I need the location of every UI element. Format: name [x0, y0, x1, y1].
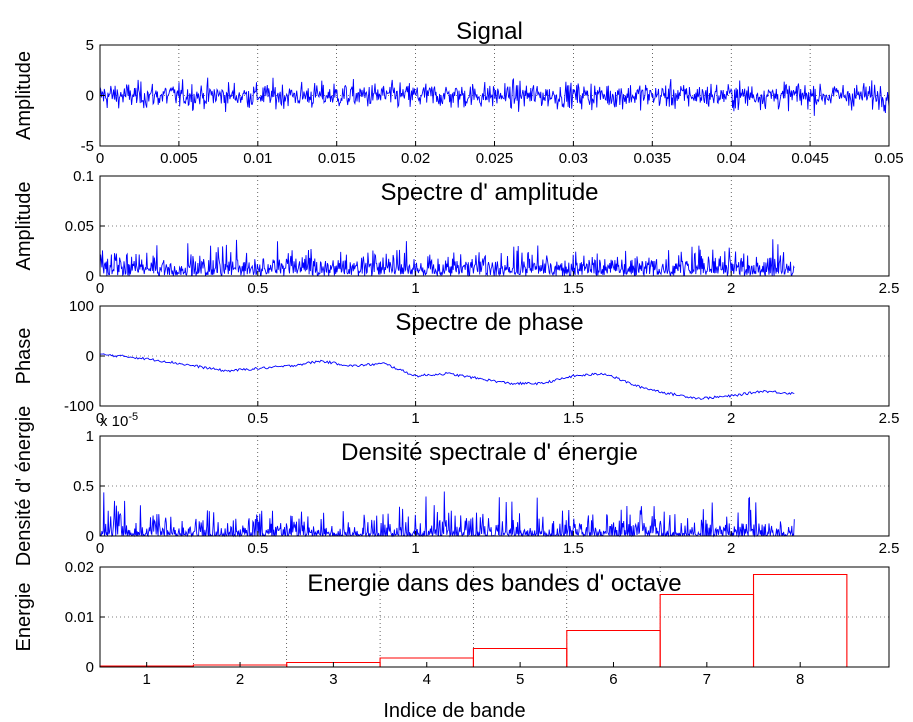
x-tick-label: 0.01 — [243, 150, 272, 167]
x-tick-label: 0.04 — [717, 150, 746, 167]
series-line — [99, 353, 795, 401]
x-tick-label: 1 — [411, 540, 419, 557]
y-tick-label: 0.1 — [73, 168, 94, 185]
chart-title: Energie dans des bandes d' octave — [307, 570, 681, 597]
x-tick-label: 0.045 — [791, 150, 829, 167]
x-tick-label: 0 — [96, 280, 104, 297]
x-tick-label: 4 — [423, 671, 431, 688]
x-tick-label: 0.005 — [160, 150, 198, 167]
x-tick-label: 5 — [516, 671, 524, 688]
x-tick-label: 0.05 — [874, 150, 903, 167]
series-line — [99, 77, 890, 116]
x-tick-label: 0.5 — [247, 410, 268, 427]
x-tick-label: 1.5 — [563, 410, 584, 427]
x-tick-label: 1 — [411, 280, 419, 297]
chart-title: Signal — [456, 18, 523, 45]
scale-note: x 10-5 — [100, 411, 138, 430]
y-tick-label: -5 — [81, 138, 94, 155]
x-tick-label: 0.02 — [401, 150, 430, 167]
y-axis-label: Phase — [13, 328, 35, 385]
x-tick-label: 0.5 — [247, 280, 268, 297]
x-tick-label: 7 — [703, 671, 711, 688]
y-tick-label: 0.5 — [73, 478, 94, 495]
x-tick-label: 3 — [329, 671, 337, 688]
y-tick-label: 0 — [86, 348, 94, 365]
y-tick-label: 0.05 — [65, 218, 94, 235]
y-tick-label: 5 — [86, 37, 94, 54]
series-line — [99, 239, 795, 277]
x-tick-label: 1 — [411, 410, 419, 427]
x-tick-label: 0.03 — [559, 150, 588, 167]
chart-panel-2 — [99, 175, 890, 277]
bar-band-6 — [566, 629, 661, 667]
chart-panel-1 — [99, 44, 890, 147]
y-tick-label: 0 — [86, 528, 94, 545]
chart-title: Spectre d' amplitude — [380, 179, 598, 206]
bar-band-7 — [659, 593, 755, 667]
y-axis-label: Amplitude — [13, 51, 35, 140]
x-tick-label: 2.5 — [879, 280, 900, 297]
x-tick-label: 2 — [727, 280, 735, 297]
bar-band-8 — [752, 573, 848, 667]
chart-title: Densité spectrale d' énergie — [341, 439, 638, 466]
y-tick-label: 1 — [86, 428, 94, 445]
chart-panel-5 — [99, 566, 890, 668]
x-tick-label: 0 — [96, 540, 104, 557]
x-axis-label: Indice de bande — [383, 700, 525, 722]
chart-title: Spectre de phase — [395, 309, 583, 336]
x-tick-label: 2.5 — [879, 540, 900, 557]
x-tick-label: 0 — [96, 410, 104, 427]
x-tick-label: 0 — [96, 150, 104, 167]
y-axis-label: Energie — [13, 583, 35, 652]
x-tick-label: 8 — [796, 671, 804, 688]
chart-panel-3 — [99, 305, 890, 407]
y-tick-label: -100 — [64, 398, 94, 415]
y-tick-label: 0.02 — [65, 559, 94, 576]
chart-panel-4 — [99, 435, 890, 538]
x-tick-label: 0.015 — [318, 150, 356, 167]
x-tick-label: 1.5 — [563, 280, 584, 297]
x-tick-label: 2 — [236, 671, 244, 688]
x-tick-label: 0.035 — [634, 150, 672, 167]
y-tick-label: 100 — [69, 298, 94, 315]
x-tick-label: 2 — [727, 540, 735, 557]
x-tick-label: 2.5 — [879, 410, 900, 427]
y-axis-label: Amplitude — [13, 182, 35, 271]
y-tick-label: 0 — [86, 659, 94, 676]
x-tick-label: 2 — [727, 410, 735, 427]
y-axis-label: Densité d' énergie — [13, 406, 35, 567]
y-tick-label: 0 — [86, 268, 94, 285]
x-tick-label: 1.5 — [563, 540, 584, 557]
x-tick-label: 0.5 — [247, 540, 268, 557]
y-tick-label: 0.01 — [65, 609, 94, 626]
x-tick-label: 1 — [143, 671, 151, 688]
y-tick-label: 0 — [86, 88, 94, 105]
series-line — [99, 491, 795, 538]
x-tick-label: 6 — [609, 671, 617, 688]
x-tick-label: 0.025 — [476, 150, 514, 167]
